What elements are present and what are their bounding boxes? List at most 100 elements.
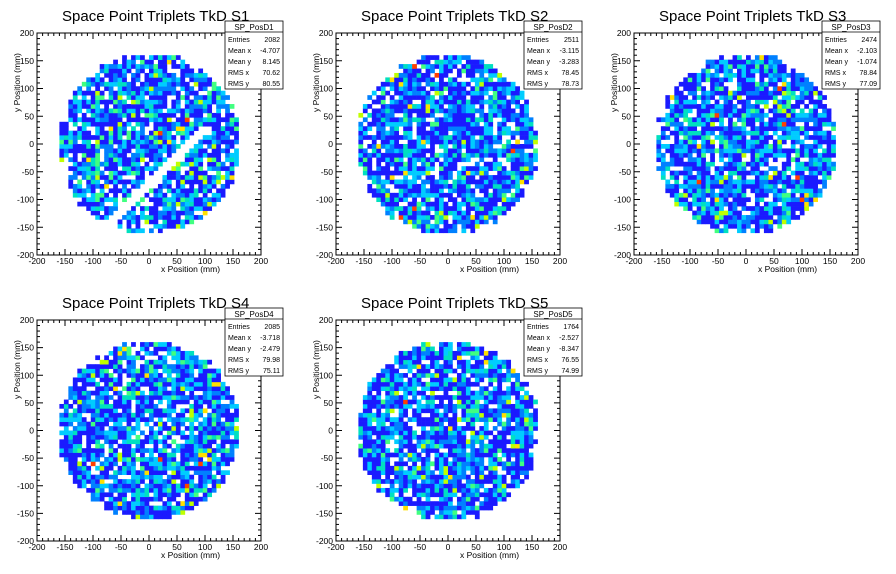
heatmap-cell bbox=[732, 188, 738, 194]
heatmap-cell bbox=[389, 139, 395, 145]
heatmap-cell bbox=[524, 117, 529, 123]
heatmap-cell bbox=[193, 443, 199, 449]
heatmap-cell bbox=[108, 135, 114, 140]
heatmap-cell bbox=[701, 188, 706, 194]
heatmap-cell bbox=[385, 157, 391, 163]
heatmap-cell bbox=[826, 139, 832, 145]
heatmap-cell bbox=[524, 108, 529, 114]
heatmap-cell bbox=[822, 117, 827, 123]
heatmap-cell bbox=[157, 161, 163, 167]
heatmap-cell bbox=[157, 72, 163, 78]
heatmap-cell bbox=[68, 457, 74, 462]
heatmap-cell bbox=[741, 81, 747, 87]
heatmap-cell bbox=[492, 95, 498, 100]
heatmap-cell bbox=[656, 139, 662, 145]
heatmap-cell bbox=[157, 483, 163, 489]
heatmap-cell bbox=[216, 426, 221, 431]
heatmap-cell bbox=[126, 90, 132, 96]
heatmap-cell bbox=[153, 505, 159, 511]
heatmap-cell bbox=[202, 448, 208, 453]
heatmap-cell bbox=[385, 148, 391, 154]
heatmap-cell bbox=[728, 210, 733, 216]
heatmap-cell bbox=[162, 179, 168, 185]
heatmap-cell bbox=[750, 117, 756, 123]
heatmap-cell bbox=[425, 90, 431, 96]
heatmap-cell bbox=[412, 95, 417, 100]
heatmap-cell bbox=[439, 166, 444, 171]
heatmap-cell bbox=[741, 90, 747, 96]
heatmap-cell bbox=[813, 157, 818, 163]
heatmap-cell bbox=[367, 188, 373, 194]
heatmap-cell bbox=[376, 144, 382, 149]
heatmap-cell bbox=[705, 206, 711, 211]
heatmap-cell bbox=[108, 72, 114, 78]
heatmap-cell bbox=[193, 417, 199, 422]
heatmap-cell bbox=[81, 188, 87, 194]
y-tick-label: 0 bbox=[328, 139, 333, 149]
heatmap-cell bbox=[696, 201, 702, 207]
heatmap-cell bbox=[220, 421, 226, 427]
heatmap-cell bbox=[68, 470, 74, 475]
heatmap-cell bbox=[759, 148, 765, 154]
heatmap-cell bbox=[180, 452, 186, 458]
heatmap-cell bbox=[790, 135, 796, 140]
heatmap-cell bbox=[131, 179, 136, 185]
heatmap-cell bbox=[479, 59, 485, 65]
heatmap-cell bbox=[180, 421, 186, 427]
heatmap-cell bbox=[72, 448, 78, 453]
heatmap-cell bbox=[95, 148, 101, 154]
heatmap-cell bbox=[407, 104, 413, 109]
heatmap-cell bbox=[808, 117, 814, 123]
heatmap-cell bbox=[108, 501, 114, 506]
heatmap-cell bbox=[117, 359, 123, 365]
heatmap-cell bbox=[376, 135, 382, 140]
heatmap-cell bbox=[99, 403, 105, 409]
heatmap-cell bbox=[416, 219, 422, 225]
heatmap-cell bbox=[492, 99, 498, 105]
heatmap-cell bbox=[117, 108, 123, 114]
heatmap-cell bbox=[515, 192, 520, 198]
heatmap-cell bbox=[759, 157, 765, 163]
heatmap-cell bbox=[448, 95, 453, 100]
heatmap-cell bbox=[113, 381, 118, 387]
x-tick-label: -100 bbox=[681, 256, 698, 266]
heatmap-cell bbox=[135, 121, 141, 127]
heatmap-cell bbox=[140, 86, 145, 92]
heatmap-cell bbox=[95, 412, 101, 418]
stats-value: 80.55 bbox=[262, 81, 280, 88]
heatmap-cell bbox=[804, 197, 810, 203]
heatmap-cell bbox=[104, 474, 109, 480]
heatmap-cell bbox=[416, 108, 422, 114]
heatmap-cell bbox=[808, 86, 814, 92]
heatmap-cell bbox=[385, 188, 391, 194]
heatmap-cell bbox=[515, 86, 520, 92]
heatmap-cell bbox=[157, 130, 163, 136]
heatmap-cell bbox=[135, 179, 141, 185]
heatmap-cell bbox=[113, 108, 118, 114]
heatmap-cell bbox=[421, 148, 426, 154]
heatmap-cell bbox=[140, 121, 145, 127]
heatmap-cell bbox=[211, 465, 217, 471]
heatmap-cell bbox=[407, 99, 413, 105]
heatmap-cell bbox=[430, 130, 435, 136]
heatmap-cell bbox=[456, 210, 462, 216]
heatmap-cell bbox=[72, 412, 78, 418]
heatmap-cell bbox=[193, 426, 199, 431]
heatmap-cell bbox=[193, 395, 199, 400]
heatmap-cell bbox=[225, 434, 230, 440]
heatmap-cell bbox=[425, 215, 431, 220]
heatmap-cell bbox=[515, 179, 520, 185]
heatmap-cell bbox=[737, 144, 742, 149]
heatmap-cell bbox=[732, 121, 738, 127]
heatmap-cell bbox=[394, 148, 400, 154]
heatmap-cell bbox=[804, 117, 810, 123]
heatmap-cell bbox=[180, 479, 186, 484]
heatmap-cell bbox=[759, 130, 765, 136]
heatmap-cell bbox=[510, 99, 516, 105]
heatmap-cell bbox=[385, 108, 391, 114]
heatmap-cell bbox=[434, 197, 440, 203]
heatmap-cell bbox=[434, 215, 440, 220]
heatmap-cell bbox=[741, 99, 747, 105]
heatmap-cell bbox=[763, 223, 769, 229]
heatmap-cell bbox=[131, 117, 136, 123]
